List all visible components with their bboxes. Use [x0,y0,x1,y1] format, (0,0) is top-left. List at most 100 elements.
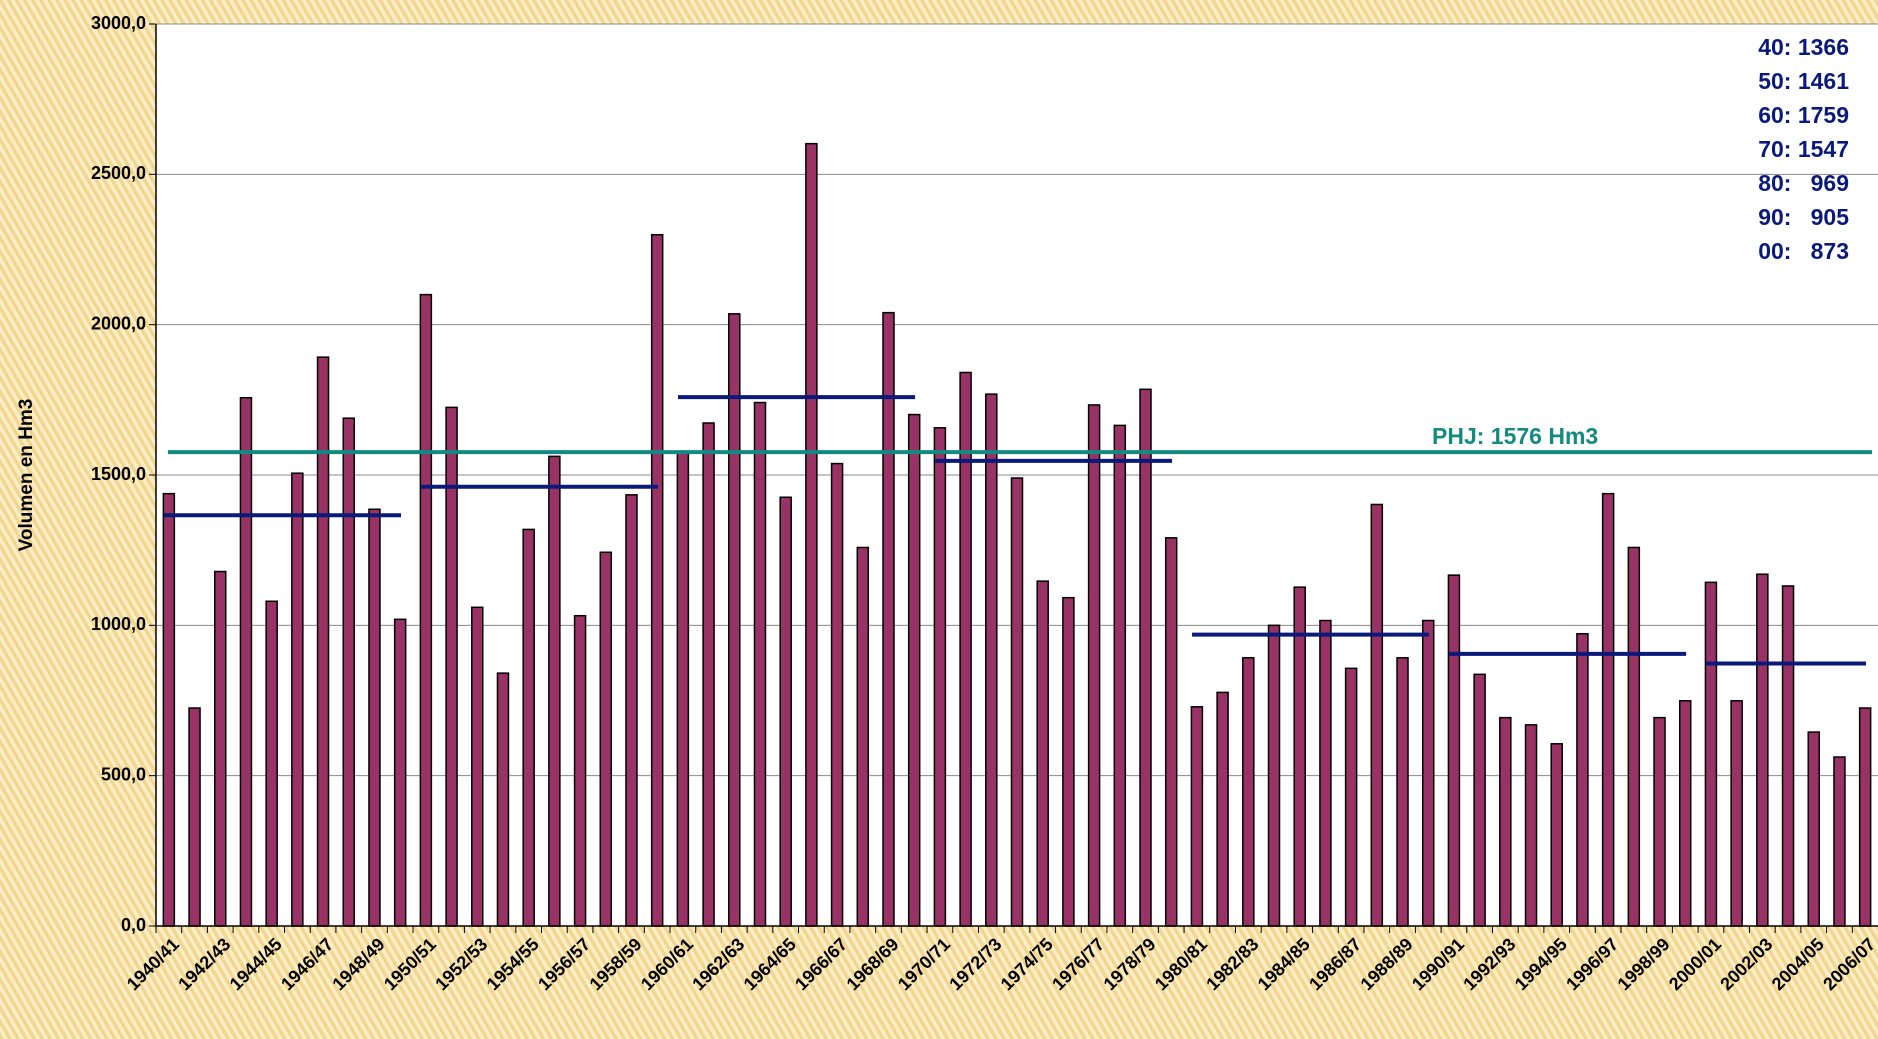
bar [1293,586,1306,927]
x-tick-label: 1958/59 [586,934,646,994]
x-tick-label: 1964/65 [740,934,800,994]
y-axis-label: Volumen en Hm3 [16,399,37,552]
bar [1678,700,1692,927]
x-tick-label: 1942/43 [174,934,234,994]
bar [1010,477,1024,927]
x-tick-label: 1974/75 [997,934,1057,994]
bar [1807,731,1820,927]
y-tick-label: 0,0 [121,915,146,935]
bar [1421,619,1435,927]
bar [1087,404,1101,927]
bar [548,455,561,927]
x-tick-label: 1988/89 [1357,934,1417,994]
decade-average-label: 70: 1547 [1758,136,1849,162]
bar [1653,716,1666,927]
y-tick-label: 500,0 [101,764,146,784]
x-tick-label: 1948/49 [328,934,388,994]
x-tick-label: 1952/53 [431,934,491,994]
bar [368,508,381,927]
bar [1473,673,1486,927]
x-tick-label: 1972/73 [945,934,1005,994]
bar [342,417,356,927]
x-tick-label: 1960/61 [637,934,697,994]
x-tick-label: 1984/85 [1254,934,1314,994]
bar [1781,585,1795,927]
bar [496,672,510,927]
x-tick-label: 2002/03 [1716,934,1776,994]
x-tick-label: 1940/41 [123,934,183,994]
bar [1370,503,1384,927]
x-tick-label: 1976/77 [1048,934,1108,994]
bar [933,427,947,927]
x-tick-label: 1998/99 [1614,934,1674,994]
bar [856,546,870,927]
bar [728,313,741,927]
x-tick-label: 2004/05 [1768,934,1828,994]
bar [676,452,690,927]
bar [1550,743,1563,927]
decade-average-label: 80: 969 [1758,170,1849,196]
y-tick-label: 2500,0 [91,163,146,183]
bar [1833,756,1846,927]
bar [291,472,304,927]
bar [419,293,433,927]
bar [985,393,998,927]
x-tick-label: 1962/63 [688,934,748,994]
bar [1062,596,1075,927]
bar [1730,700,1743,927]
decade-average-label: 00: 873 [1758,238,1849,264]
bar [393,618,407,927]
x-tick-label: 1990/91 [1408,934,1468,994]
bar [1319,619,1332,927]
bar [1344,667,1358,927]
x-tick-label: 1996/97 [1562,934,1622,994]
y-tick-label: 1000,0 [91,614,146,634]
bar [1113,424,1127,927]
bar [779,496,792,927]
bar [239,396,253,927]
bar [599,551,613,927]
bar [1576,633,1589,927]
bar [522,528,535,927]
bar [907,413,921,927]
x-tick-label: 1968/69 [843,934,903,994]
x-tick-label: 1970/71 [894,934,954,994]
x-tick-label: 1950/51 [380,934,440,994]
bar [214,570,227,927]
bar [188,707,201,927]
bar [1190,706,1204,927]
decade-average-label: 90: 905 [1758,204,1849,230]
bar [650,234,664,927]
x-tick-label: 1994/95 [1511,934,1571,994]
bar [1036,580,1049,927]
x-tick-label: 2000/01 [1665,934,1725,994]
decade-average-label: 40: 1366 [1758,34,1849,60]
x-tick-label: 1982/83 [1202,934,1262,994]
bar [1524,724,1538,927]
bar [882,311,895,927]
bar [1858,707,1872,927]
bar [1627,546,1641,927]
x-tick-label: 1978/79 [1100,934,1160,994]
bar [1216,691,1229,927]
bar [1447,574,1461,927]
bar [1499,716,1512,927]
x-tick-label: 1956/57 [534,934,594,994]
y-tick-label: 3000,0 [91,13,146,33]
bar [1139,388,1152,927]
bar [316,356,330,927]
x-tick-label: 1980/81 [1151,934,1211,994]
bar [471,606,484,927]
bar [805,142,818,927]
bar [162,492,176,927]
x-tick-label: 1944/45 [226,934,286,994]
x-tick-label: 1954/55 [483,934,543,994]
x-tick-label: 1986/87 [1305,934,1365,994]
bar [1267,624,1281,927]
decade-average-label: 50: 1461 [1758,68,1849,94]
decade-average-label: 60: 1759 [1758,102,1849,128]
y-tick-label: 1500,0 [91,464,146,484]
x-tick-label: 1992/93 [1459,934,1519,994]
bar [1704,581,1718,927]
